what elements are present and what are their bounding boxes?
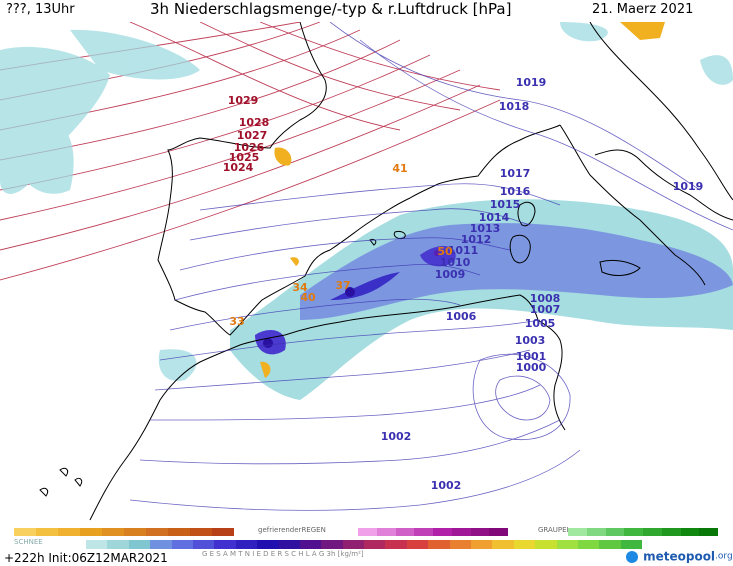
isobar-label-low: 1015	[490, 198, 521, 211]
isobar-label-low: 1009	[435, 268, 466, 281]
isobar-label-high: 1025	[229, 151, 260, 164]
snow-bar-seg	[14, 528, 36, 536]
isobar-label-low: 1005	[525, 317, 556, 330]
logo-icon	[626, 550, 638, 563]
precip-amount-label: 40	[300, 291, 316, 304]
blue-isobar-lines	[129, 22, 733, 511]
model-time-label: ???, 13Uhr	[6, 2, 75, 17]
valid-date: 21. Maerz 2021	[592, 2, 694, 17]
isobar-label-low: 1017	[500, 167, 531, 180]
isobar-label-low: 1019	[516, 76, 547, 89]
isobar-label-low: 1014	[479, 211, 510, 224]
precip-amount-label: 41	[392, 162, 407, 175]
meteopool-logo[interactable]: meteopool.org	[626, 546, 733, 564]
isobar-label-low: 1008	[530, 292, 561, 305]
precip-amount-labels: 41 34 37 40 33 50	[229, 162, 453, 328]
isobar-label-low: 1019	[673, 180, 704, 193]
precip-amount-label: 33	[229, 315, 244, 328]
total-precip-label: G E S A M T N I E D E R S C H L A G 3h […	[202, 550, 364, 558]
isobar-label-low: 1003	[515, 334, 546, 347]
isobar-label-low: 1010	[440, 256, 471, 269]
total-precip-bar	[86, 540, 643, 549]
precip-band	[230, 199, 733, 400]
freezing-rain-label: gefrierenderREGEN	[258, 526, 326, 534]
logo-suffix: .org	[715, 551, 733, 562]
snow-legend-label: SCHNEE	[14, 538, 43, 546]
precip-amount-label: 34	[292, 281, 308, 294]
snow-color-bar	[14, 528, 234, 536]
isobar-label-low: 1000	[516, 361, 547, 374]
isobar-label-high: 1026	[234, 141, 265, 154]
precip-light-patches	[0, 22, 733, 381]
map-title: 3h Niederschlagsmenge/-typ & r.Luftdruck…	[150, 0, 512, 18]
precip-amount-label: 37	[335, 279, 350, 292]
snow-spots	[260, 22, 665, 378]
isobar-label-low: 1012	[461, 233, 492, 246]
run-info: +222h Init:06Z12MAR2021	[4, 551, 168, 565]
isobar-label-high: 1029	[228, 94, 259, 107]
isobar-label-high: 1024	[223, 161, 254, 174]
graupel-label: GRAUPEL	[538, 526, 571, 534]
isobar-label-low: 1018	[499, 100, 530, 113]
isobar-label-low: 1016	[500, 185, 531, 198]
precip-amount-label: 50	[437, 245, 453, 258]
isobar-label-low: 1002	[381, 430, 412, 443]
isobar-label-low: 1007	[530, 303, 561, 316]
isobar-label-low: 1013	[470, 222, 501, 235]
blue-isobar-labels: 1019 1018 1019 1017 101610151014101310121011…	[381, 76, 704, 492]
freezing-rain-bar	[358, 528, 508, 536]
graupel-bar	[568, 528, 718, 536]
logo-text: meteopool	[643, 549, 716, 564]
isobar-label-low: 1006	[446, 310, 477, 323]
isobar-label-low: 1001	[516, 350, 547, 363]
isobar-label-high: 1028	[239, 116, 270, 129]
isobar-label-low: 1011	[448, 244, 479, 257]
isobar-label-high: 1027	[237, 129, 268, 142]
isobar-label-low: 1002	[431, 479, 462, 492]
